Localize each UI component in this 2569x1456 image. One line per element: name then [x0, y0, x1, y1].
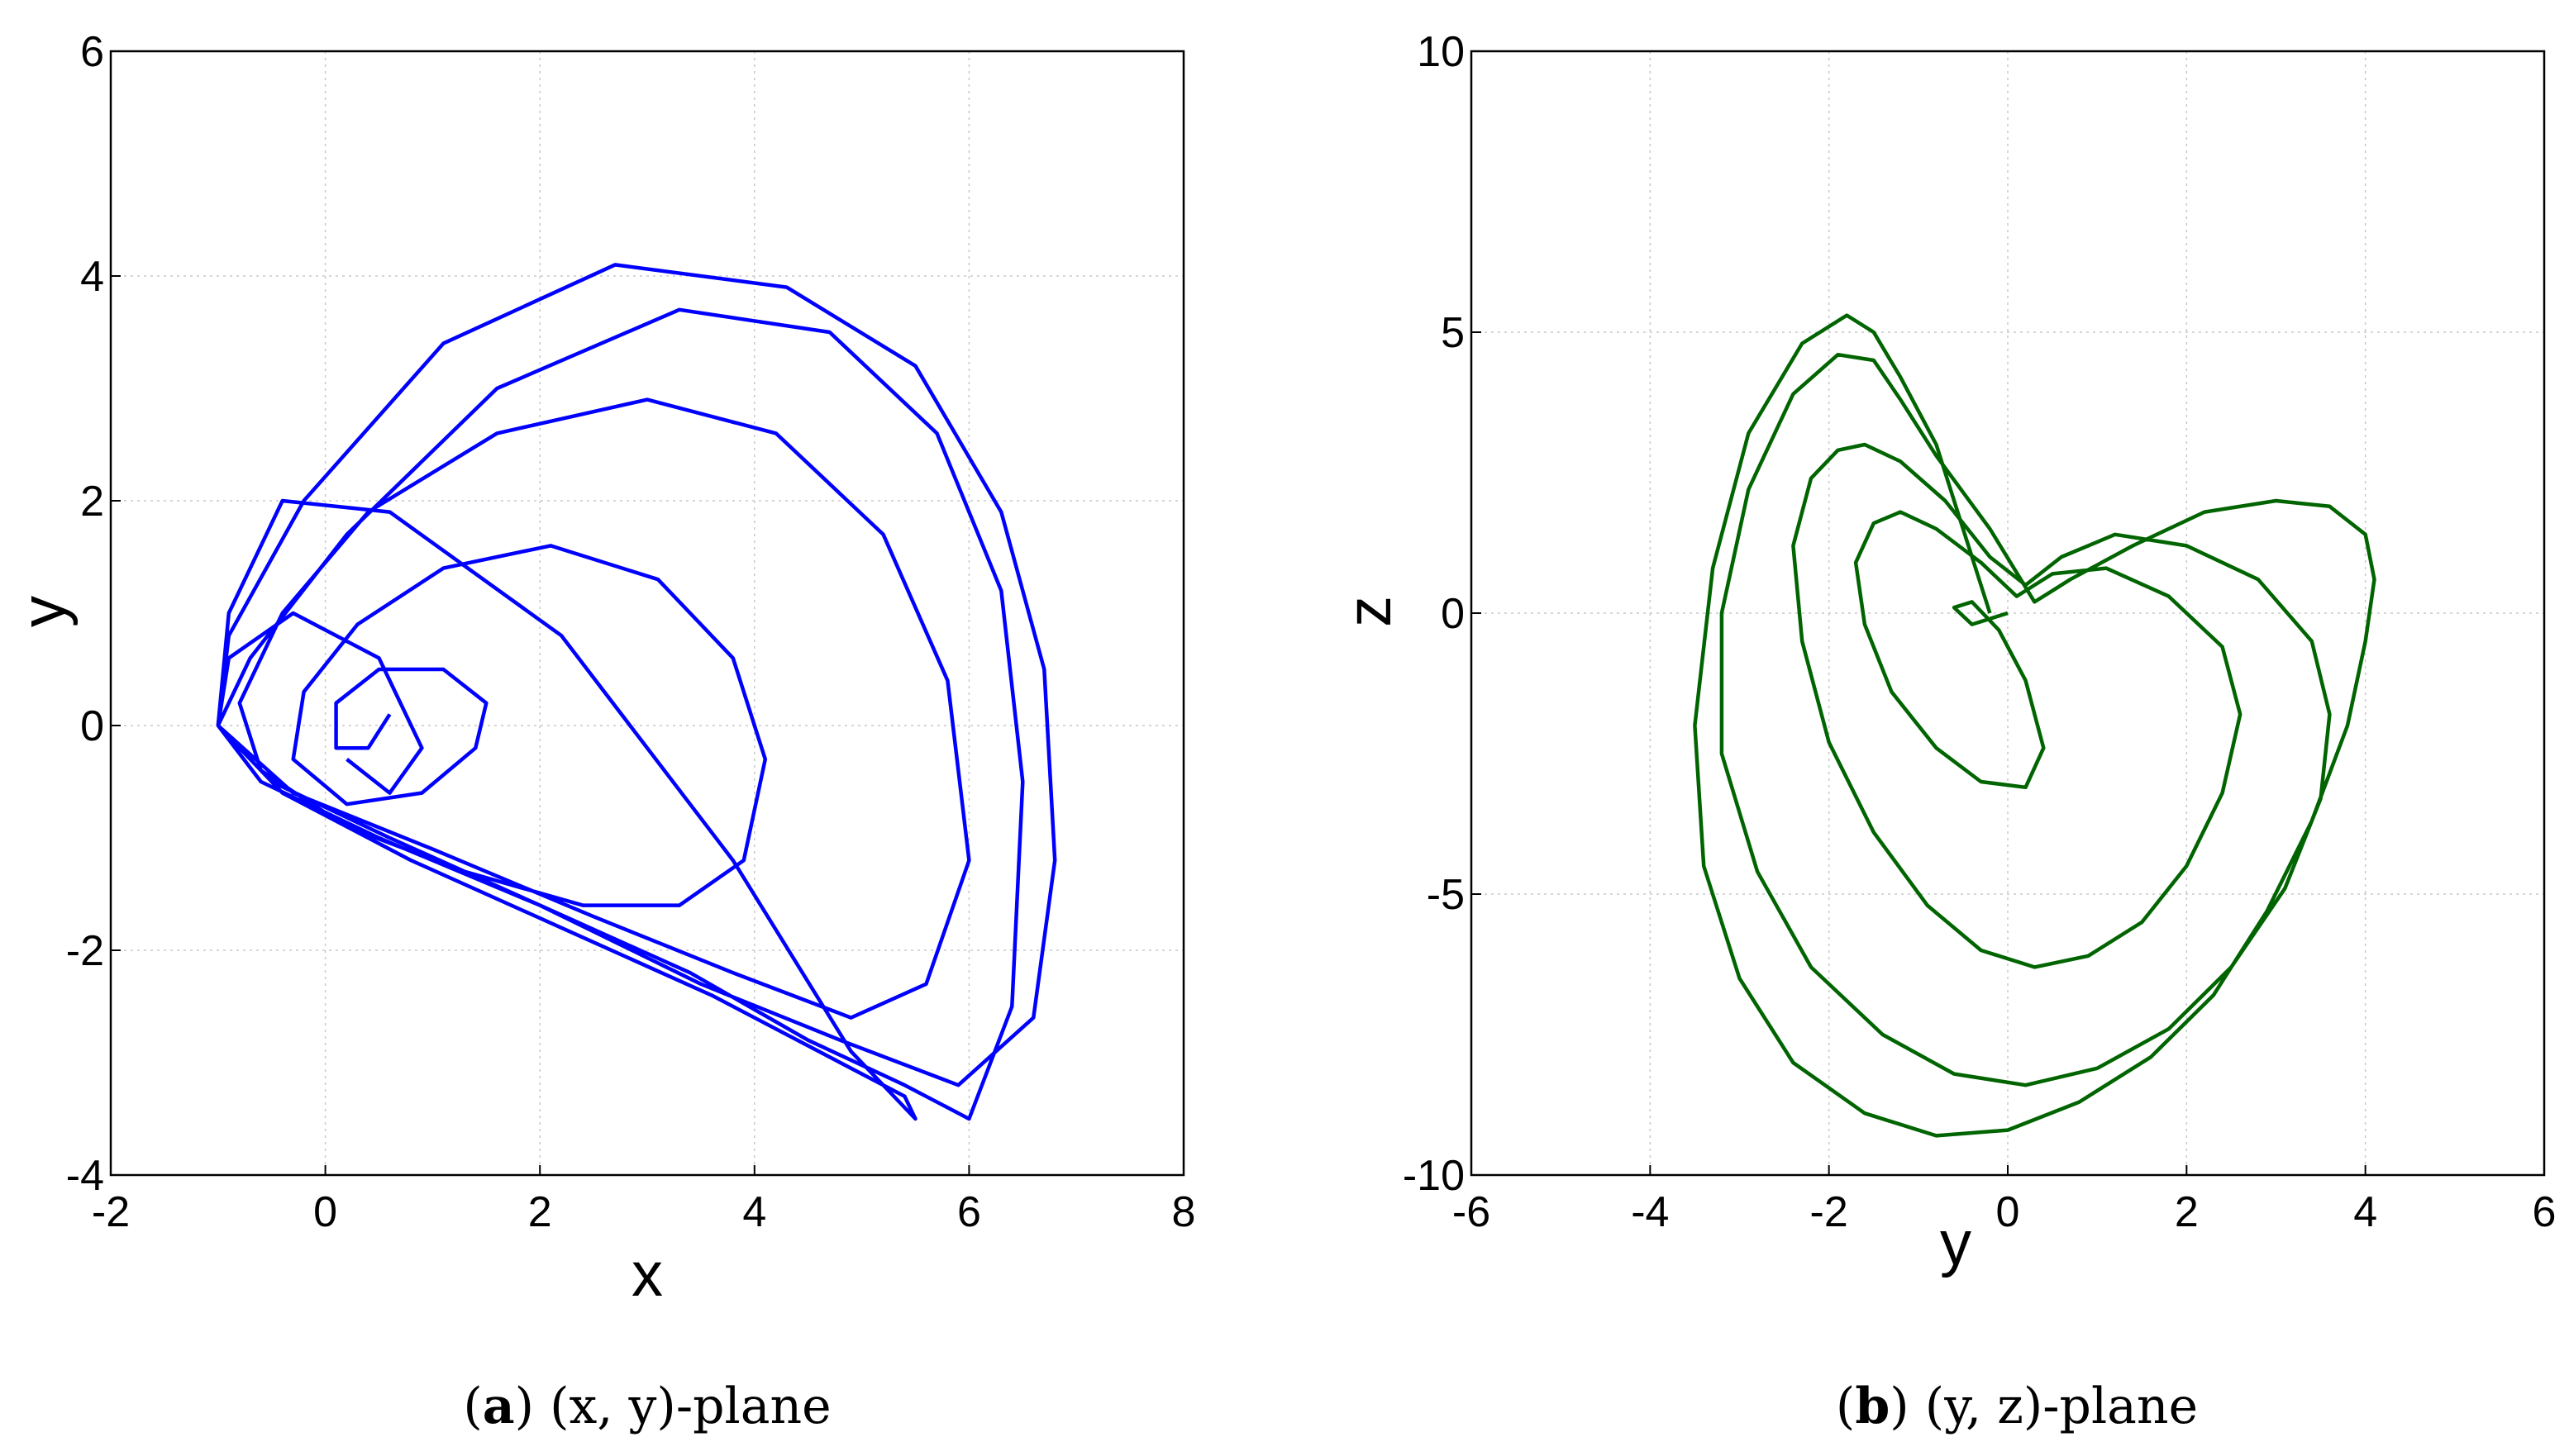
- chart-b-y-axis-label: z: [1334, 596, 1404, 627]
- chart-a-caption-close-paren: ): [515, 1377, 550, 1435]
- chart-a-y-tick-label-3: 2: [80, 478, 104, 526]
- chart-a-caption: (a) (x, y)-plane: [463, 1377, 831, 1435]
- chart-b-x-tick-label-5: 4: [2353, 1188, 2377, 1236]
- chart-b-y-tick-label-2: 0: [1441, 590, 1465, 638]
- chart-b-y-tick-label-4: 10: [1417, 28, 1465, 76]
- chart-a-y-tick-label-5: 6: [80, 28, 104, 76]
- chart-b-y-tick-label-3: 5: [1441, 309, 1465, 357]
- chart-a-caption-tag: a: [483, 1377, 515, 1435]
- chart-a-grid: [111, 51, 1184, 1175]
- chart-b-x-tick-label-3: 0: [1996, 1188, 2020, 1236]
- chart-b-caption-close-paren: ): [1890, 1377, 1924, 1435]
- chart-a-x-tick-label-0: -2: [92, 1188, 130, 1236]
- chart-a-x-tick-label-2: 2: [528, 1188, 552, 1236]
- chart-b-x-tick-label-0: -6: [1452, 1188, 1490, 1236]
- chart-b-caption: (b) (y, z)-plane: [1836, 1377, 2198, 1435]
- chart-a-caption-open-paren: (: [463, 1377, 482, 1435]
- chart-a-x-tick-label-3: 4: [742, 1188, 766, 1236]
- chart-b-x-tick-label-4: 2: [2175, 1188, 2199, 1236]
- chart-b-x-axis-label: y: [1940, 1208, 1971, 1278]
- chart-b-tick-labels: -6 -4 -2 0 2 4 6 -10 -5 0 5 10: [1403, 28, 2557, 1236]
- chart-a-y-tick-label-0: -4: [66, 1152, 104, 1200]
- chart-b-y-tick-label-1: -5: [1427, 871, 1465, 919]
- chart-b-caption-tag: b: [1855, 1377, 1890, 1435]
- chart-a-trajectory-line: [216, 263, 1057, 1121]
- chart-b-yz-plane: -6 -4 -2 0 2 4 6 -10 -5 0 5 10 y z (b) (y, z)-plane: [1334, 28, 2556, 1435]
- chart-a-y-tick-label-2: 0: [80, 702, 104, 750]
- chart-a-y-tick-label-1: -2: [66, 927, 104, 975]
- chart-b-x-tick-label-1: -4: [1631, 1188, 1669, 1236]
- chart-b-x-tick-label-6: 6: [2533, 1188, 2557, 1236]
- chart-b-y-tick-label-0: -10: [1403, 1152, 1465, 1200]
- chart-b-x-tick-label-2: -2: [1810, 1188, 1848, 1236]
- chart-a-x-axis-label: x: [632, 1240, 663, 1310]
- chart-b-caption-open-paren: (: [1836, 1377, 1855, 1435]
- chart-a-plot-frame: [109, 50, 1185, 1177]
- chart-a-caption-text: (x, y)-plane: [550, 1377, 832, 1435]
- chart-a-y-tick-label-4: 4: [80, 253, 104, 301]
- chart-a-x-tick-label-4: 6: [957, 1188, 981, 1236]
- chart-a-y-axis-label: y: [8, 596, 79, 627]
- chart-b-caption-text: (y, z)-plane: [1925, 1377, 2198, 1435]
- chart-a-x-tick-label-5: 8: [1172, 1188, 1196, 1236]
- chart-a-x-tick-label-1: 0: [313, 1188, 337, 1236]
- chart-b-trajectory-line: [1693, 313, 2376, 1138]
